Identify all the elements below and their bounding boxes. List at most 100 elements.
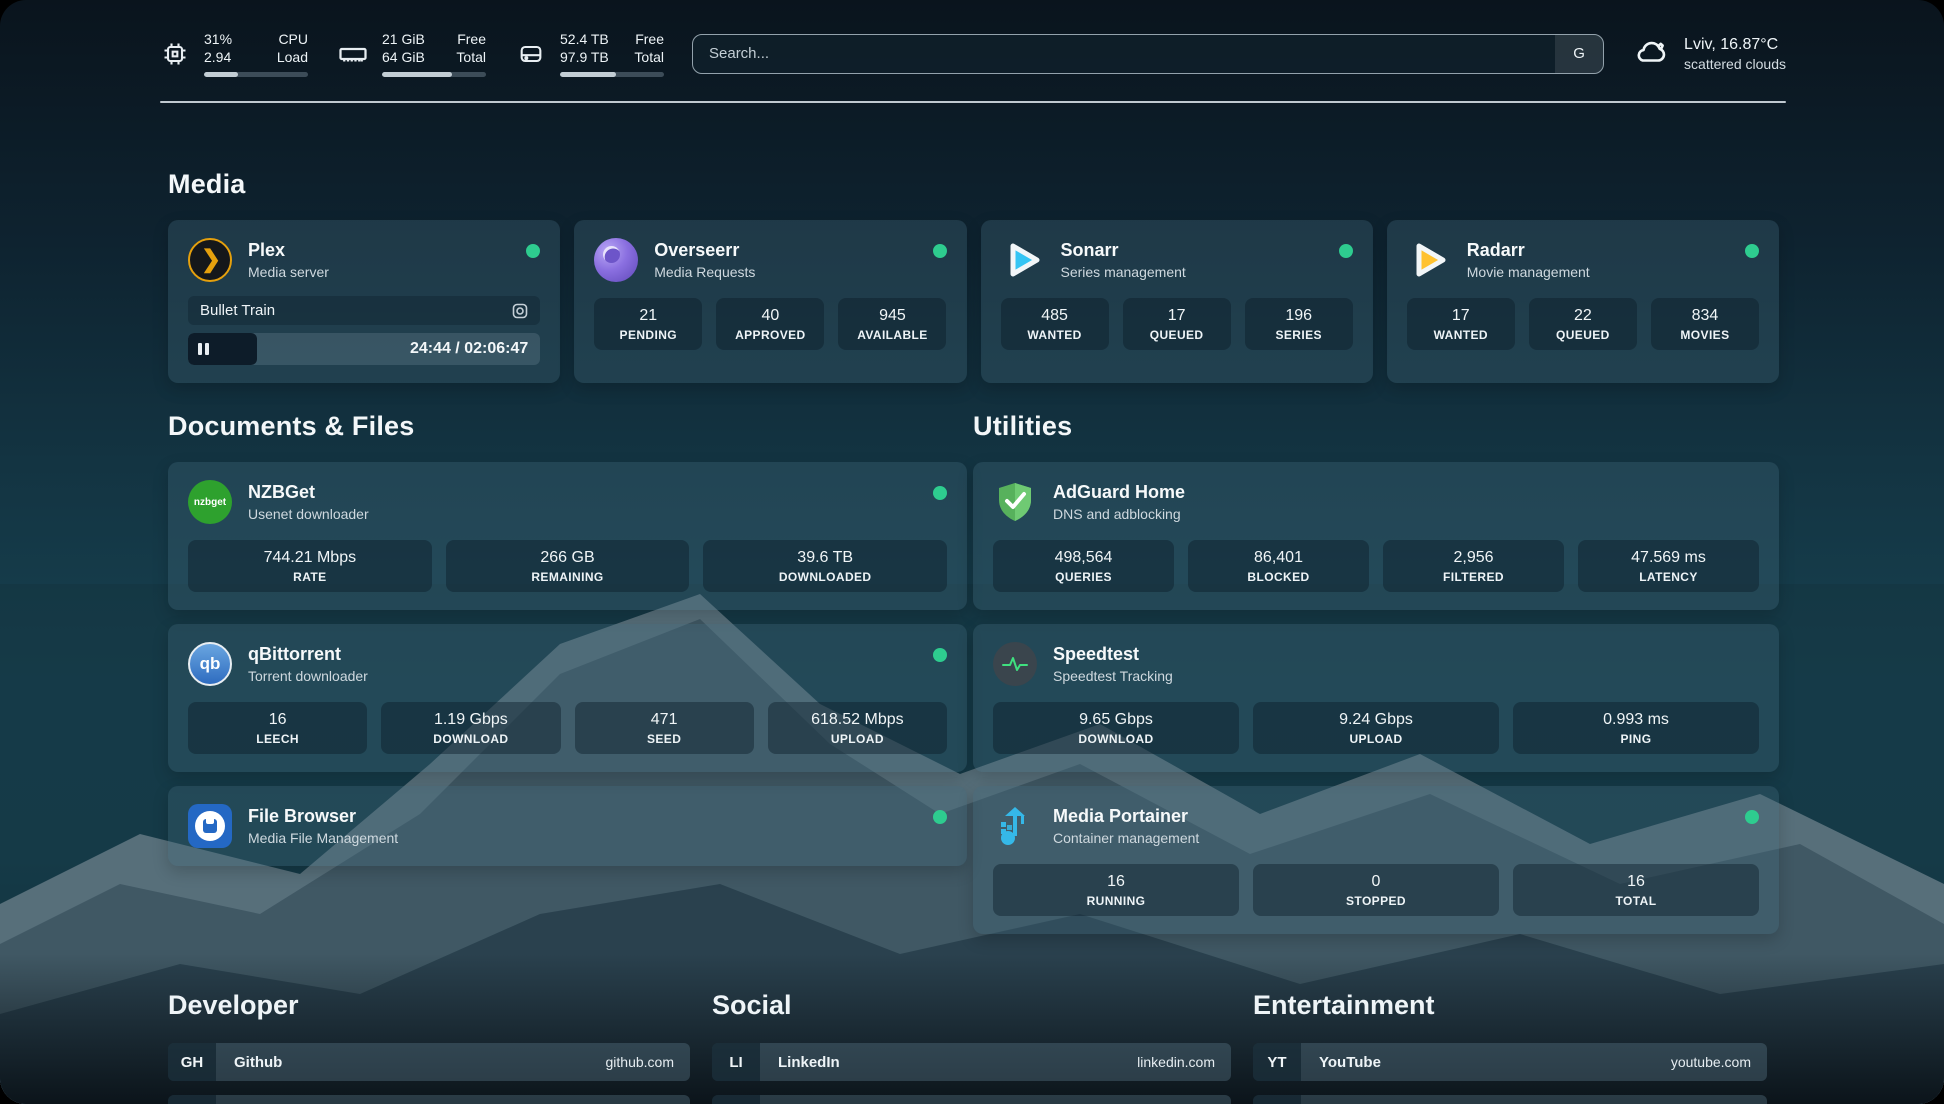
search-input[interactable] <box>693 34 1556 73</box>
cpu-usage-value: 31% <box>204 31 233 47</box>
stat-tile-movies: 834 MOVIES <box>1650 298 1759 350</box>
link-url: netflix.com <box>1684 1095 1767 1104</box>
app-title: NZBGet <box>248 482 315 502</box>
link-name: StackOverflow <box>216 1095 560 1104</box>
stat-tile-queued: 17 QUEUED <box>1122 298 1231 350</box>
status-online-dot <box>1745 244 1759 258</box>
stat-tile-queued: 22 QUEUED <box>1528 298 1637 350</box>
link-abbr: LI <box>712 1043 760 1081</box>
app-card-radarr[interactable]: Radarr Movie management 17 WANTED 22 QUE… <box>1386 220 1779 383</box>
links-section-entertainment: Entertainment YT YouTube youtube.com NF … <box>1253 990 1767 1104</box>
app-subtitle: Media Requests <box>654 264 756 280</box>
status-online-dot <box>933 810 947 824</box>
ram-free-value: 21 GiB <box>382 31 425 47</box>
app-subtitle: Speedtest Tracking <box>1053 668 1173 684</box>
link-abbr: SO <box>168 1095 216 1104</box>
stat-tile-queries: 498,564 QUERIES <box>993 540 1174 592</box>
link-abbr: GH <box>168 1043 216 1081</box>
app-card-adguard[interactable]: AdGuard Home DNS and adblocking 498,564 … <box>973 462 1779 610</box>
links-section-social: Social LI LinkedIn linkedin.com TW Twitt… <box>712 990 1231 1104</box>
section-title-developer: Developer <box>168 990 299 1020</box>
app-card-qbittorrent[interactable]: qb qBittorrent Torrent downloader 16 <box>168 624 967 772</box>
weather-condition: scattered clouds <box>1684 55 1786 72</box>
search-bar: G <box>692 33 1605 74</box>
now-playing-row: Bullet Train <box>188 296 541 325</box>
disk-icon <box>516 39 546 69</box>
stat-tile-latency: 47.569 ms LATENCY <box>1578 540 1759 592</box>
filebrowser-icon <box>188 804 232 848</box>
stat-tile-remaining: 266 GB REMAINING <box>445 540 690 592</box>
link-stackoverflow[interactable]: SO StackOverflow stackoverflow.com <box>168 1095 690 1104</box>
adguard-icon <box>993 480 1037 524</box>
pause-icon[interactable] <box>198 343 209 355</box>
app-subtitle: Container management <box>1053 830 1200 846</box>
status-online-dot <box>933 648 947 662</box>
stat-tile-series: 196 SERIES <box>1244 298 1353 350</box>
disk-total-label: Total <box>634 49 664 65</box>
app-title: Sonarr <box>1060 240 1119 260</box>
app-title: qBittorrent <box>248 644 341 664</box>
sonarr-icon <box>1001 238 1045 282</box>
cpu-load-value: 2.94 <box>204 49 232 65</box>
link-github[interactable]: GH Github github.com <box>168 1043 690 1081</box>
link-name: YouTube <box>1319 1053 1381 1071</box>
app-subtitle: DNS and adblocking <box>1053 506 1181 522</box>
status-online-dot <box>1338 244 1353 258</box>
ram-total-value: 64 GiB <box>382 49 425 65</box>
section-title-social: Social <box>712 990 792 1020</box>
app-subtitle: Usenet downloader <box>248 506 369 522</box>
app-title: Plex <box>248 240 286 260</box>
app-card-portainer[interactable]: Media Portainer Container management 16 … <box>973 786 1779 934</box>
stat-tile-running: 16 RUNNING <box>993 864 1239 916</box>
app-card-speedtest[interactable]: Speedtest Speedtest Tracking 9.65 Gbps D… <box>973 624 1779 772</box>
disk-total-value: 97.9 TB <box>560 49 609 65</box>
weather-widget: Lviv, 16.87°C scattered clouds <box>1632 36 1786 72</box>
link-twitter[interactable]: TW Twitter twitter.com <box>712 1095 1231 1104</box>
link-name: Twitter <box>760 1095 1148 1104</box>
overseerr-icon <box>594 238 639 282</box>
stat-tile-available: 945 AVAILABLE <box>838 298 947 350</box>
link-url: youtube.com <box>1670 1054 1751 1070</box>
section-title-documents: Documents & Files <box>168 411 415 441</box>
disk-stat: 52.4 TB Free 97.9 TB Total <box>516 30 664 77</box>
portainer-icon <box>993 804 1037 848</box>
status-online-dot <box>1745 810 1759 824</box>
link-abbr: TW <box>712 1095 760 1104</box>
link-linkedin[interactable]: LI LinkedIn linkedin.com <box>712 1043 1231 1081</box>
section-title-media: Media <box>168 169 246 199</box>
ram-free-label: Free <box>457 31 486 47</box>
app-card-filebrowser[interactable]: File Browser Media File Management <box>168 786 967 866</box>
app-card-plex[interactable]: ❯ Plex Media server Bullet Train <box>168 220 561 383</box>
app-subtitle: Media server <box>248 264 329 280</box>
stat-tile-leech: 16 LEECH <box>188 702 368 754</box>
status-online-dot <box>526 244 541 258</box>
ram-icon <box>338 39 368 69</box>
memory-stat: 21 GiB Free 64 GiB Total <box>338 30 486 77</box>
stat-tile-upload: 618.52 Mbps UPLOAD <box>767 702 947 754</box>
system-stats: 31% CPU 2.94 Load 21 GiB Free 64 Gi <box>160 30 664 77</box>
app-card-nzbget[interactable]: nzbget NZBGet Usenet downloader 744.21 M… <box>168 462 967 610</box>
video-camera-icon <box>512 303 528 319</box>
header: 31% CPU 2.94 Load 21 GiB Free 64 Gi <box>0 0 1944 77</box>
link-abbr: NF <box>1253 1095 1301 1104</box>
app-title: AdGuard Home <box>1053 482 1186 502</box>
status-online-dot <box>933 486 947 500</box>
search-engine-button[interactable]: G <box>1555 34 1604 73</box>
disk-free-label: Free <box>635 31 664 47</box>
speedtest-icon <box>993 642 1037 686</box>
section-title-entertainment: Entertainment <box>1253 990 1435 1020</box>
stat-tile-approved: 40 APPROVED <box>716 298 825 350</box>
app-card-sonarr[interactable]: Sonarr Series management 485 WANTED 17 Q… <box>980 220 1373 383</box>
app-subtitle: Media File Management <box>248 830 399 846</box>
cpu-progress-bar <box>204 72 308 77</box>
media-card-row: ❯ Plex Media server Bullet Train <box>168 220 1779 383</box>
plex-icon: ❯ <box>188 238 232 282</box>
link-youtube[interactable]: YT YouTube youtube.com <box>1253 1043 1767 1081</box>
bottom-fade <box>0 954 1944 1104</box>
app-card-overseerr[interactable]: Overseerr Media Requests 21 PENDING 40 A… <box>574 220 967 383</box>
link-netflix[interactable]: NF Netflix netflix.com <box>1253 1095 1767 1104</box>
link-url: stackoverflow.com <box>560 1095 690 1104</box>
status-online-dot <box>932 244 947 258</box>
stat-tile-stopped: 0 STOPPED <box>1253 864 1499 916</box>
